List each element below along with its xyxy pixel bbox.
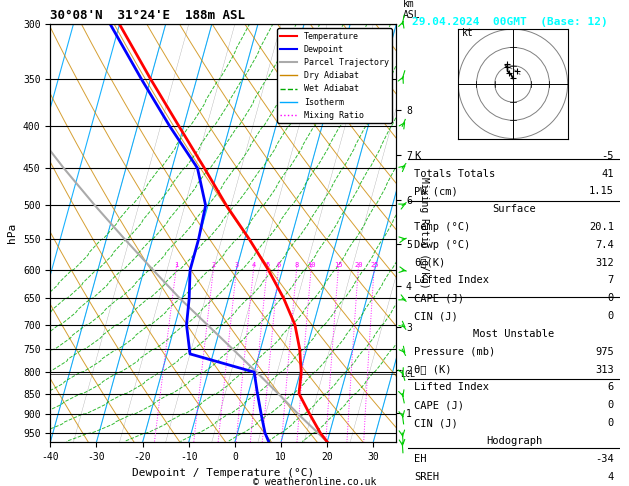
Text: km
ASL: km ASL: [403, 0, 421, 20]
Text: © weatheronline.co.uk: © weatheronline.co.uk: [253, 477, 376, 486]
Text: -5: -5: [601, 151, 614, 161]
Text: Totals Totals: Totals Totals: [414, 169, 495, 178]
Text: 0: 0: [608, 311, 614, 321]
Text: Most Unstable: Most Unstable: [473, 329, 555, 339]
Text: θᴇ (K): θᴇ (K): [414, 364, 452, 375]
Text: 7: 7: [608, 276, 614, 285]
Text: 8: 8: [295, 262, 299, 268]
Text: 0: 0: [608, 400, 614, 410]
Y-axis label: Mixing Ratio (g/kg): Mixing Ratio (g/kg): [418, 177, 428, 289]
Text: 20: 20: [354, 262, 363, 268]
Text: 6: 6: [608, 382, 614, 393]
Text: PW (cm): PW (cm): [414, 186, 458, 196]
Text: Temp (°C): Temp (°C): [414, 222, 470, 232]
Text: 29.04.2024  00GMT  (Base: 12): 29.04.2024 00GMT (Base: 12): [412, 17, 608, 27]
Text: 7.4: 7.4: [595, 240, 614, 250]
Text: Lifted Index: Lifted Index: [414, 276, 489, 285]
Text: 5: 5: [265, 262, 270, 268]
Text: CIN (J): CIN (J): [414, 418, 458, 428]
Text: 1.15: 1.15: [589, 186, 614, 196]
Text: CAPE (J): CAPE (J): [414, 400, 464, 410]
Text: CAPE (J): CAPE (J): [414, 294, 464, 303]
Text: 4: 4: [252, 262, 256, 268]
Text: 0: 0: [608, 294, 614, 303]
Y-axis label: hPa: hPa: [8, 223, 18, 243]
X-axis label: Dewpoint / Temperature (°C): Dewpoint / Temperature (°C): [132, 468, 314, 478]
Text: 41: 41: [601, 169, 614, 178]
Text: 10: 10: [307, 262, 316, 268]
Text: kt: kt: [462, 29, 474, 38]
Text: 1: 1: [174, 262, 179, 268]
Text: CIN (J): CIN (J): [414, 311, 458, 321]
Text: 312: 312: [595, 258, 614, 268]
Text: -34: -34: [595, 454, 614, 464]
Text: Dewp (°C): Dewp (°C): [414, 240, 470, 250]
Text: 20.1: 20.1: [589, 222, 614, 232]
Text: Lifted Index: Lifted Index: [414, 382, 489, 393]
Text: LCL: LCL: [400, 370, 415, 379]
Legend: Temperature, Dewpoint, Parcel Trajectory, Dry Adiabat, Wet Adiabat, Isotherm, Mi: Temperature, Dewpoint, Parcel Trajectory…: [277, 29, 392, 123]
Text: 975: 975: [595, 347, 614, 357]
Text: 15: 15: [335, 262, 343, 268]
Text: 30°08'N  31°24'E  188m ASL: 30°08'N 31°24'E 188m ASL: [50, 9, 245, 22]
Text: 0: 0: [608, 418, 614, 428]
Text: 313: 313: [595, 364, 614, 375]
Text: EH: EH: [414, 454, 426, 464]
Text: Pressure (mb): Pressure (mb): [414, 347, 495, 357]
Text: 25: 25: [370, 262, 379, 268]
Text: Surface: Surface: [492, 204, 536, 214]
Text: Hodograph: Hodograph: [486, 436, 542, 446]
Text: K: K: [414, 151, 420, 161]
Text: 2: 2: [212, 262, 216, 268]
Text: 4: 4: [608, 471, 614, 482]
Text: 3: 3: [235, 262, 239, 268]
Text: SREH: SREH: [414, 471, 439, 482]
Text: θᴇ(K): θᴇ(K): [414, 258, 445, 268]
Text: 6: 6: [277, 262, 281, 268]
